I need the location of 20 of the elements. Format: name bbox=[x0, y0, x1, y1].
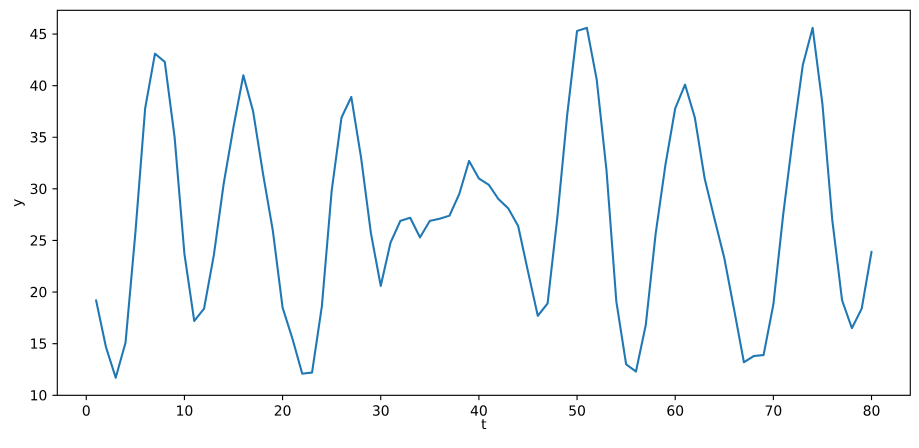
y-tick-label: 25 bbox=[30, 235, 46, 246]
y-tick-label: 10 bbox=[31, 390, 46, 401]
y-tick-label: 40 bbox=[30, 80, 46, 91]
y-tick-label: 30 bbox=[30, 184, 46, 194]
x-tick-label: 0 bbox=[82, 405, 90, 416]
y-tick-label: 15 bbox=[31, 338, 46, 349]
x-tick-label: 60 bbox=[667, 405, 684, 416]
x-tick-label: 80 bbox=[864, 405, 880, 416]
x-tick-label: 10 bbox=[177, 405, 192, 416]
x-tick-label: 30 bbox=[372, 405, 389, 416]
y-tick-label: 35 bbox=[30, 132, 46, 142]
x-tick-label: 70 bbox=[766, 405, 782, 416]
x-tick-label: 40 bbox=[470, 405, 487, 416]
x-tick-label: 50 bbox=[569, 405, 585, 416]
x-tick-label: 20 bbox=[274, 405, 291, 416]
y-tick-label: 45 bbox=[30, 28, 46, 40]
y-tick-label: 20 bbox=[30, 286, 46, 298]
y-axis-title: y bbox=[14, 199, 25, 206]
x-axis-title: t bbox=[481, 419, 486, 430]
line-series bbox=[95, 26, 873, 379]
